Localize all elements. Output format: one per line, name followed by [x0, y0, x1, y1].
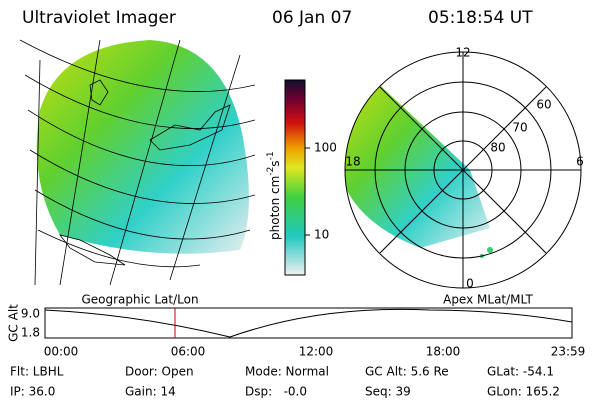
timeline-y-label: 1.8 [21, 326, 40, 340]
polar-image [344, 51, 582, 289]
title: Ultraviolet Imager [22, 8, 176, 28]
timeline-y-label: 9.0 [21, 307, 40, 321]
info-field: GLat: -54.1 [487, 365, 554, 379]
mlat-label: 70 [512, 121, 527, 135]
timeline-x-label: 06:00 [171, 345, 206, 359]
timeline-x-label: 18:00 [426, 345, 461, 359]
info-field: Dsp: -0.0 [245, 385, 307, 399]
colorbar-label: photon cm-2s-1 [266, 151, 282, 240]
timeline-axis-label: GC Alt [7, 304, 21, 342]
timeline-x-label: 00:00 [44, 345, 79, 359]
info-field: GLon: 165.2 [487, 385, 560, 399]
geographic-image [19, 39, 256, 286]
mlt-label: 18 [345, 155, 360, 169]
label-part: photon cm [268, 176, 282, 240]
info-field: Door: Open [125, 365, 194, 379]
mlt-label: 0 [466, 277, 474, 291]
label-sup: -2 [266, 167, 276, 176]
timeline-x-label: 12:00 [299, 345, 334, 359]
time: 05:18:54 UT [428, 8, 533, 28]
colorbar-tick-label: 10 [314, 228, 329, 242]
date: 06 Jan 07 [272, 8, 352, 28]
colorbar-tick-label: 100 [314, 141, 337, 155]
info-field: Flt: LBHL [10, 365, 64, 379]
info-field: IP: 36.0 [10, 385, 55, 399]
panel-label: Geographic Lat/Lon [81, 293, 198, 307]
info-field: Mode: Normal [245, 365, 329, 379]
colorbar [284, 79, 306, 276]
panel-label: Apex MLat/MLT [443, 293, 533, 307]
mlat-label: 80 [490, 141, 505, 155]
mlat-label: 60 [536, 98, 551, 112]
info-field: Seq: 39 [365, 385, 411, 399]
mlt-label: 12 [455, 46, 470, 60]
info-field: GC Alt: 5.6 Re [365, 365, 449, 379]
mlt-label: 6 [576, 155, 584, 169]
label-part: s [268, 160, 282, 166]
info-field: Gain: 14 [125, 385, 176, 399]
label-sup: -1 [266, 151, 276, 160]
timeline-x-label: 23:59 [551, 345, 586, 359]
info-panel: Flt: LBHL Door: Open Mode: Normal GC Alt: 5… [10, 365, 560, 399]
altitude-timeline [44, 307, 573, 339]
